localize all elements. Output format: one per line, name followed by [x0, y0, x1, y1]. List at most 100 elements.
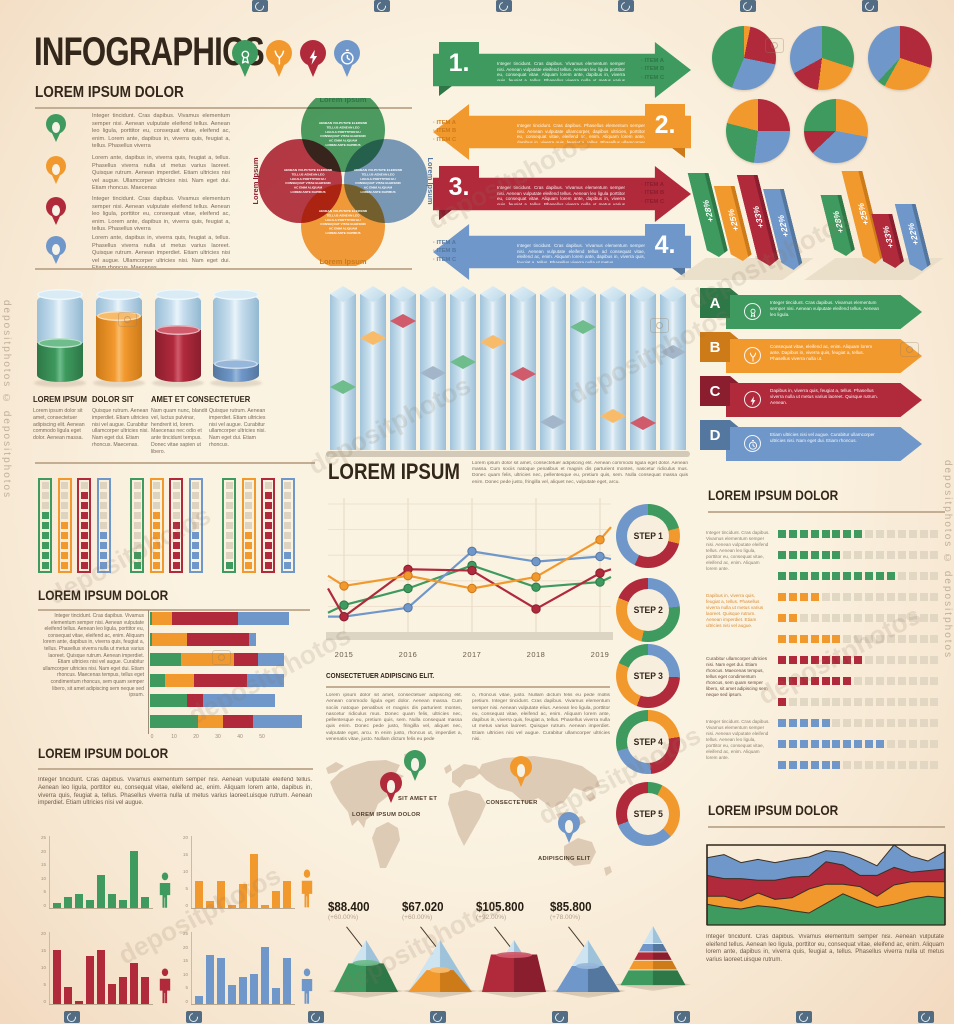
dot-cell — [245, 492, 252, 499]
svg-text:AENEAN VULPUTATE ELEIFEND: AENEAN VULPUTATE ELEIFEND — [319, 121, 368, 125]
svg-text:CONSEQUAT VITAE ELEIFEND: CONSEQUAT VITAE ELEIFEND — [320, 134, 366, 138]
banner-fold — [672, 148, 685, 158]
mini-bar — [272, 891, 280, 908]
dot-cell — [192, 532, 199, 539]
dot-square — [832, 656, 841, 664]
hstack-seg-blue — [202, 694, 276, 707]
hstack-seg-blue — [253, 714, 302, 728]
cylinder-glass-top — [155, 289, 201, 300]
mini-ytick: 10 — [182, 971, 188, 977]
dot-heading: LOREM IPSUM DOLOR — [38, 587, 169, 603]
dot-square — [865, 572, 874, 580]
dot-square — [876, 761, 885, 769]
dot-square — [810, 635, 819, 643]
dot-square — [799, 614, 808, 622]
dot-cell — [100, 512, 107, 519]
dot-square — [854, 761, 863, 769]
dot-column-orange — [241, 478, 256, 573]
glass-column-cap — [570, 286, 596, 302]
pct-arrow-label: +28% — [829, 210, 846, 233]
dot-square — [908, 677, 917, 685]
cylinder-shadow — [34, 379, 86, 387]
dot-cell — [225, 542, 233, 549]
watermark-edge-left: depositphotos © depositphotos — [1, 300, 12, 500]
pct-arrow-label: +22% — [774, 214, 791, 237]
person-icon — [300, 869, 314, 908]
dot-square — [788, 656, 797, 664]
dot-cell — [61, 482, 68, 489]
dot-cell — [61, 512, 68, 519]
cylinder-blue: ECTETUER Quisque rutrum. Aenean imperdiet… — [209, 288, 266, 448]
mini-ytick: 0 — [185, 999, 188, 1004]
banner-items: · ITEM A · ITEM B · ITEM C — [641, 57, 689, 82]
dot-square — [886, 740, 895, 748]
dot-cell — [264, 502, 272, 509]
area-chart — [706, 843, 946, 927]
hstack-bar-row — [150, 612, 289, 625]
mini-ytick: 10 — [182, 869, 188, 874]
dot-square — [810, 719, 819, 727]
dot-square — [919, 572, 928, 580]
mini-bar — [195, 880, 203, 908]
line-col2: o, rhoncus vitae, justo. Nullam dictum f… — [472, 693, 610, 743]
dot-square — [778, 551, 786, 559]
mini-baseline — [191, 908, 295, 909]
cylinder-fill — [155, 330, 201, 382]
dot-square — [897, 614, 906, 622]
dot-cell — [100, 502, 107, 509]
map-pin-orange — [510, 756, 532, 788]
money-item: $67.020 (+60.00%) — [402, 900, 478, 998]
mini-bar — [64, 897, 72, 908]
watermark-logo-tile — [618, 0, 634, 13]
dot-cell — [172, 532, 180, 539]
money-item: $85.800 (+78.00%) — [550, 900, 626, 998]
hstack-seg-green — [150, 714, 199, 728]
cylinder-shadow — [210, 379, 262, 387]
dot-cell — [192, 512, 199, 519]
banner-item-label: · ITEM B — [433, 248, 457, 255]
dot-cell — [153, 542, 160, 549]
mini-bar — [97, 949, 105, 1004]
mini-bar — [206, 955, 214, 1004]
glass-column-cap — [480, 286, 506, 302]
dot-cell — [192, 502, 199, 509]
dot-square — [788, 614, 797, 622]
dot-cell — [100, 492, 107, 499]
dot-cell — [284, 552, 291, 559]
dot-square — [843, 698, 852, 706]
watermark-logo-tile — [918, 1011, 934, 1024]
right-dots-text: Integer tincidunt. Cras dapibus. Vivamus… — [706, 530, 770, 571]
dot-square — [832, 635, 841, 643]
dot-square — [810, 614, 819, 622]
mini-ytick: 0 — [43, 999, 46, 1004]
dot-cell — [133, 562, 141, 569]
dot-square — [799, 761, 808, 769]
dot-cell — [245, 562, 252, 569]
dot-cell — [41, 552, 49, 559]
cylinder-fill — [213, 364, 259, 382]
dot-square — [854, 635, 863, 643]
hstack-tick-label: 30 — [215, 734, 221, 740]
abcd-row-A: A Integer tincidunt. Cras dapibus. Vivamu… — [700, 288, 950, 332]
dot-cell — [284, 562, 291, 569]
money-pct: (+60.00%) — [328, 914, 359, 921]
dot-square — [799, 530, 808, 538]
dot-column-green — [222, 478, 236, 573]
dot-square — [908, 530, 917, 538]
dot-square — [832, 593, 841, 601]
mini-ytick: 0 — [43, 903, 46, 908]
pct-arrow-label: +25% — [724, 208, 741, 231]
lightning-icon — [304, 44, 323, 71]
dot-square — [778, 530, 786, 538]
hstack-tick-label: 50 — [259, 734, 265, 740]
dot-square — [821, 593, 830, 601]
dot-square — [832, 698, 841, 706]
dot-square — [897, 635, 906, 643]
bottom-left-heading: LOREM IPSUM DOLOR — [38, 745, 169, 761]
step-label: STEP 4 — [633, 736, 663, 748]
banner-items: · ITEM A · ITEM B · ITEM C — [433, 119, 481, 144]
svg-text:LIGULA PORTTITOR EU: LIGULA PORTTITOR EU — [325, 130, 361, 134]
header-pins — [232, 40, 372, 80]
glass-column-fill-cap — [600, 409, 626, 423]
dot-cell — [133, 522, 141, 529]
